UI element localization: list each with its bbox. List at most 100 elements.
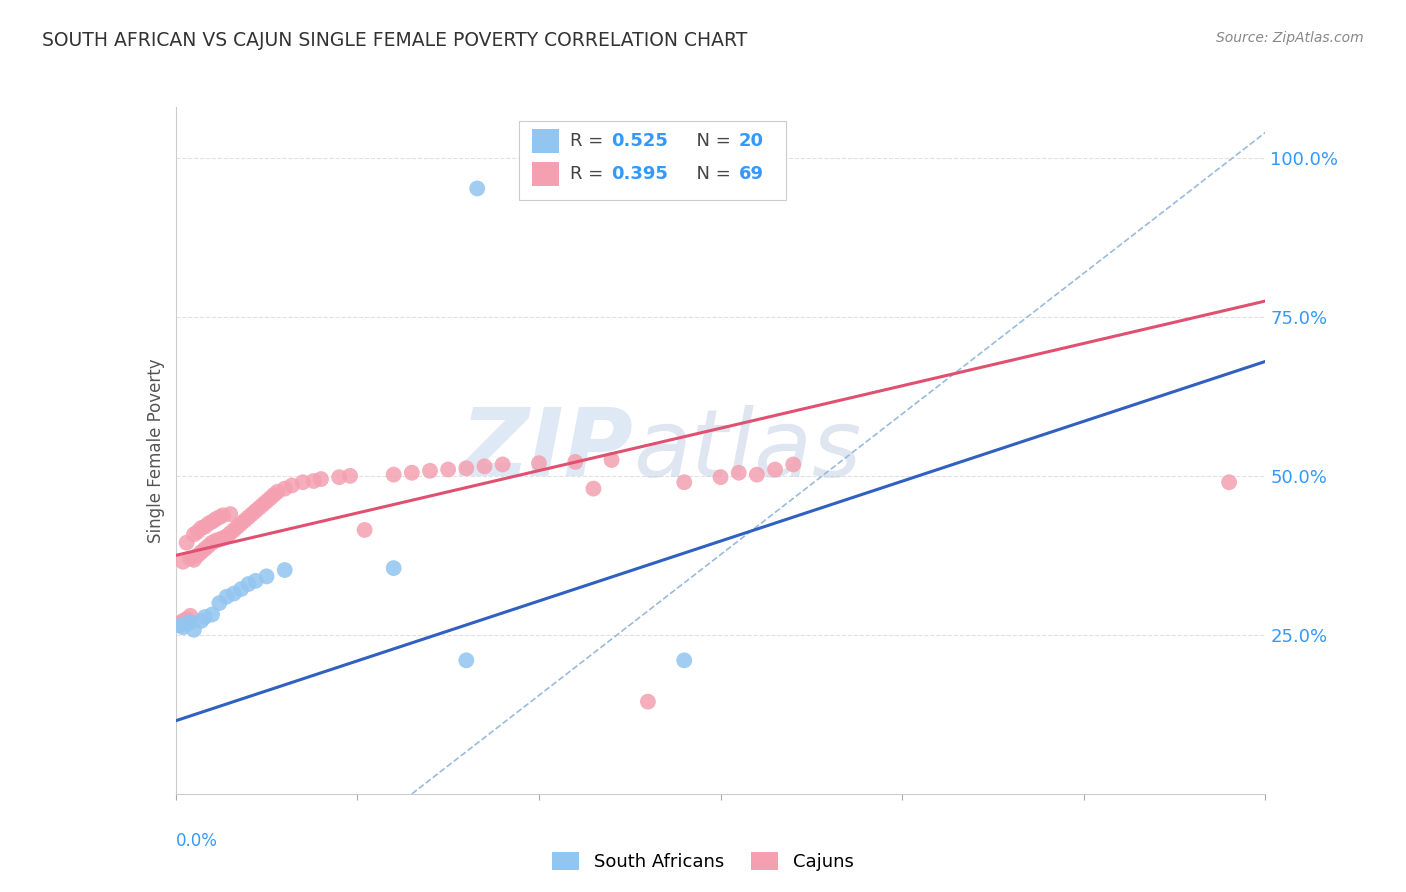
Point — [169, 618, 191, 632]
Text: 0.525: 0.525 — [612, 132, 668, 151]
Point — [197, 539, 219, 553]
Point — [231, 582, 253, 596]
Point — [194, 520, 217, 534]
Point — [219, 507, 242, 521]
Point — [245, 504, 267, 518]
Y-axis label: Single Female Poverty: Single Female Poverty — [146, 359, 165, 542]
Point — [309, 472, 332, 486]
Point — [176, 612, 198, 626]
Point — [382, 561, 405, 575]
Point — [419, 464, 441, 478]
Point — [172, 614, 194, 628]
Point — [465, 181, 488, 195]
Point — [259, 491, 281, 505]
Point — [763, 462, 786, 476]
Point — [1218, 475, 1240, 490]
Text: Source: ZipAtlas.com: Source: ZipAtlas.com — [1216, 31, 1364, 45]
Point — [263, 488, 285, 502]
Legend: South Africans, Cajuns: South Africans, Cajuns — [546, 845, 860, 879]
Point — [226, 520, 249, 534]
Point — [302, 474, 325, 488]
Bar — [531, 129, 560, 153]
Point — [201, 515, 224, 529]
Point — [274, 563, 297, 577]
Point — [186, 549, 209, 563]
Point — [353, 523, 375, 537]
Point — [176, 616, 198, 631]
Point — [183, 527, 205, 541]
Point — [179, 608, 201, 623]
Point — [745, 467, 768, 482]
Point — [238, 510, 260, 524]
Point — [233, 513, 256, 527]
Text: 0.0%: 0.0% — [176, 831, 218, 850]
Text: atlas: atlas — [633, 405, 862, 496]
Point — [190, 614, 212, 628]
Point — [231, 516, 253, 531]
Point — [208, 510, 231, 524]
Point — [456, 461, 478, 475]
Text: ZIP: ZIP — [461, 404, 633, 497]
Point — [281, 478, 304, 492]
Point — [437, 462, 460, 476]
Point — [208, 533, 231, 547]
Point — [201, 535, 224, 549]
Point — [401, 466, 423, 480]
Point — [637, 695, 659, 709]
Point — [382, 467, 405, 482]
Point — [190, 545, 212, 559]
Text: R =: R = — [571, 132, 609, 151]
Point — [204, 512, 226, 526]
Text: N =: N = — [685, 132, 737, 151]
Point — [256, 494, 278, 508]
Point — [328, 470, 350, 484]
Point — [247, 500, 270, 515]
Point — [222, 586, 245, 600]
Point — [527, 456, 550, 470]
Point — [474, 459, 496, 474]
Point — [222, 523, 245, 537]
Point — [176, 535, 198, 549]
Point — [219, 526, 242, 541]
Point — [673, 653, 696, 667]
Point — [208, 596, 231, 610]
Point — [564, 455, 586, 469]
Point — [194, 610, 217, 624]
Text: 20: 20 — [740, 132, 763, 151]
Text: SOUTH AFRICAN VS CAJUN SINGLE FEMALE POVERTY CORRELATION CHART: SOUTH AFRICAN VS CAJUN SINGLE FEMALE POV… — [42, 31, 748, 50]
Point — [201, 607, 224, 622]
Point — [240, 507, 263, 521]
Point — [183, 623, 205, 637]
Point — [492, 458, 515, 472]
Point — [172, 555, 194, 569]
Point — [238, 577, 260, 591]
Point — [291, 475, 314, 490]
Text: R =: R = — [571, 165, 609, 184]
Point — [183, 553, 205, 567]
Point — [582, 482, 605, 496]
Point — [190, 521, 212, 535]
Point — [186, 524, 209, 539]
Point — [252, 498, 274, 512]
Point — [179, 551, 201, 566]
Point — [215, 529, 238, 543]
Point — [456, 653, 478, 667]
Point — [212, 531, 235, 545]
Point — [245, 574, 267, 588]
Point — [710, 470, 733, 484]
Text: 69: 69 — [740, 165, 763, 184]
Point — [215, 590, 238, 604]
Point — [204, 533, 226, 548]
Point — [673, 475, 696, 490]
Point — [179, 615, 201, 630]
FancyBboxPatch shape — [519, 120, 786, 200]
Point — [212, 508, 235, 523]
Point — [194, 542, 217, 557]
Point — [600, 453, 623, 467]
Point — [169, 616, 191, 631]
Point — [266, 484, 288, 499]
Point — [256, 569, 278, 583]
Point — [197, 516, 219, 531]
Text: N =: N = — [685, 165, 737, 184]
Point — [339, 469, 361, 483]
